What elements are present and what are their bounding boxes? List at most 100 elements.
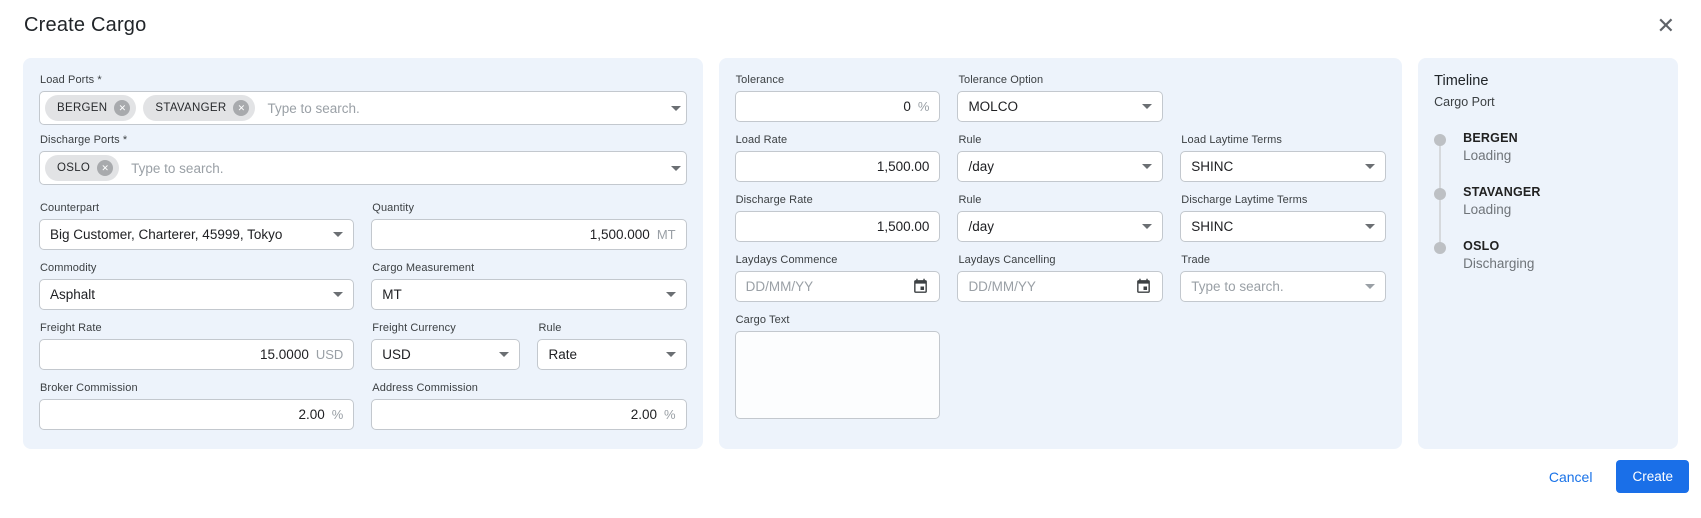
tolerance-input[interactable]: % — [734, 91, 941, 122]
address-commission-input[interactable]: % — [371, 399, 687, 430]
cargo-measurement-select[interactable]: MT — [371, 279, 687, 310]
discharge-laytime-terms-value: SHINC — [1191, 219, 1234, 234]
chip-remove-icon[interactable]: ✕ — [97, 160, 114, 176]
freight-rule-value: Rate — [548, 347, 577, 362]
load-rule-label: Rule — [958, 134, 982, 146]
discharge-rate-label: Discharge Rate — [735, 194, 813, 206]
chip-remove-icon[interactable]: ✕ — [233, 100, 250, 116]
discharge-rate-field: Discharge Rate — [734, 190, 941, 242]
broker-commission-input[interactable]: % — [39, 399, 355, 430]
freight-rate-value-input[interactable] — [50, 347, 309, 362]
arrow-drop-down-icon — [1142, 164, 1153, 169]
dialog-header: Create Cargo ✕ — [0, 0, 1701, 56]
timeline-subtitle: Cargo Port — [1434, 95, 1495, 109]
load-laytime-terms-select[interactable]: SHINC — [1180, 151, 1387, 182]
quantity-input[interactable]: MT — [371, 219, 687, 250]
arrow-drop-down-icon[interactable] — [670, 165, 681, 171]
create-button[interactable]: Create — [1616, 460, 1689, 493]
discharge-laytime-terms-field: Discharge Laytime Terms SHINC — [1180, 190, 1387, 242]
load-ports-label: Load Ports * — [40, 74, 102, 86]
cargo-text-input[interactable] — [734, 331, 941, 419]
trade-select[interactable] — [1180, 271, 1387, 302]
freight-currency-select[interactable]: USD — [371, 339, 521, 370]
arrow-drop-down-icon[interactable] — [670, 105, 681, 111]
trade-search-input[interactable] — [1191, 279, 1357, 294]
port-chip: OSLO ✕ — [45, 155, 120, 181]
timeline-activity: Loading — [1463, 148, 1512, 163]
load-ports-input[interactable]: BERGEN ✕ STAVANGER ✕ — [39, 91, 687, 125]
port-chip-label: OSLO — [57, 162, 91, 174]
timeline-activity: Discharging — [1463, 256, 1535, 271]
dialog-body: Load Ports * BERGEN ✕ STAVANGER ✕ Discha… — [23, 58, 1678, 449]
spacer — [1180, 310, 1386, 424]
freight-currency-value: USD — [382, 347, 411, 362]
laydays-commence-field: Laydays Commence — [734, 250, 941, 302]
freight-rule-field: Rule Rate — [537, 318, 687, 370]
freight-rule-label: Rule — [538, 322, 562, 334]
load-rule-select[interactable]: /day — [957, 151, 1164, 182]
commodity-value: Asphalt — [50, 287, 96, 302]
dialog-footer: Cancel Create — [0, 449, 1701, 518]
calendar-icon[interactable] — [1135, 278, 1152, 295]
calendar-icon[interactable] — [912, 278, 929, 295]
port-chip: STAVANGER ✕ — [143, 95, 256, 121]
cargo-text-label: Cargo Text — [735, 314, 790, 326]
quantity-label: Quantity — [372, 202, 415, 214]
laydays-commence-input[interactable] — [734, 271, 941, 302]
discharge-laytime-terms-label: Discharge Laytime Terms — [1181, 194, 1308, 206]
timeline-port: BERGEN — [1463, 131, 1518, 145]
page-title: Create Cargo — [24, 14, 147, 36]
load-laytime-terms-field: Load Laytime Terms SHINC — [1180, 130, 1387, 182]
timeline-port: STAVANGER — [1463, 185, 1541, 199]
tolerance-value-input[interactable] — [745, 99, 911, 114]
timeline-item: OSLO Discharging — [1434, 239, 1662, 271]
discharge-rule-select[interactable]: /day — [957, 211, 1164, 242]
tolerance-option-select[interactable]: MOLCO — [957, 91, 1164, 122]
load-ports-field: Load Ports * BERGEN ✕ STAVANGER ✕ — [39, 74, 687, 125]
laydays-cancelling-field: Laydays Cancelling — [957, 250, 1164, 302]
discharge-laytime-terms-select[interactable]: SHINC — [1180, 211, 1387, 242]
discharge-rate-value-input[interactable] — [745, 219, 930, 234]
broker-commission-value-input[interactable] — [50, 407, 325, 422]
freight-currency-field: Freight Currency USD — [371, 318, 521, 370]
timeline-port: OSLO — [1463, 239, 1500, 253]
create-cargo-dialog: Create Cargo ✕ Load Ports * BERGEN ✕ STA… — [0, 0, 1701, 493]
freight-rule-select[interactable]: Rate — [537, 339, 687, 370]
discharge-rule-value: /day — [968, 219, 994, 234]
freight-rate-input[interactable]: USD — [39, 339, 355, 370]
discharge-ports-search-input[interactable] — [131, 160, 662, 176]
cargo-measurement-field: Cargo Measurement MT — [371, 258, 687, 310]
quantity-value-input[interactable] — [382, 227, 650, 242]
arrow-drop-down-icon — [1365, 224, 1376, 229]
close-icon[interactable]: ✕ — [1653, 14, 1679, 38]
counterpart-field: Counterpart Big Customer, Charterer, 459… — [39, 198, 355, 250]
cargo-main-panel: Load Ports * BERGEN ✕ STAVANGER ✕ Discha… — [23, 58, 703, 449]
timeline-activity: Loading — [1463, 202, 1512, 217]
load-rate-field: Load Rate — [734, 130, 941, 182]
timeline-item: STAVANGER Loading — [1434, 185, 1662, 217]
commodity-select[interactable]: Asphalt — [39, 279, 355, 310]
laydays-cancelling-input[interactable] — [957, 271, 1164, 302]
laydays-cancelling-date-input[interactable] — [968, 279, 1129, 294]
load-ports-search-input[interactable] — [267, 100, 662, 116]
discharge-rule-label: Rule — [958, 194, 982, 206]
address-commission-value-input[interactable] — [382, 407, 658, 422]
cancel-button[interactable]: Cancel — [1537, 461, 1605, 493]
port-chip-label: STAVANGER — [155, 102, 227, 114]
discharge-rate-input[interactable] — [734, 211, 941, 242]
counterpart-select[interactable]: Big Customer, Charterer, 45999, Tokyo — [39, 219, 355, 250]
address-commission-label: Address Commission — [372, 382, 479, 394]
load-rate-value-input[interactable] — [745, 159, 930, 174]
discharge-ports-input[interactable]: OSLO ✕ — [39, 151, 687, 185]
load-rule-field: Rule /day — [957, 130, 1164, 182]
laydays-commence-date-input[interactable] — [745, 279, 906, 294]
timeline-panel: Timeline Cargo Port BERGEN Loading STAVA… — [1418, 58, 1678, 449]
port-chip-label: BERGEN — [57, 102, 108, 114]
laydays-commence-label: Laydays Commence — [735, 254, 838, 266]
load-rate-input[interactable] — [734, 151, 941, 182]
tolerance-field: Tolerance % — [734, 70, 941, 122]
chip-remove-icon[interactable]: ✕ — [114, 100, 131, 116]
trade-field: Trade — [1180, 250, 1387, 302]
arrow-drop-down-icon — [665, 352, 676, 357]
cargo-measurement-label: Cargo Measurement — [372, 262, 475, 274]
